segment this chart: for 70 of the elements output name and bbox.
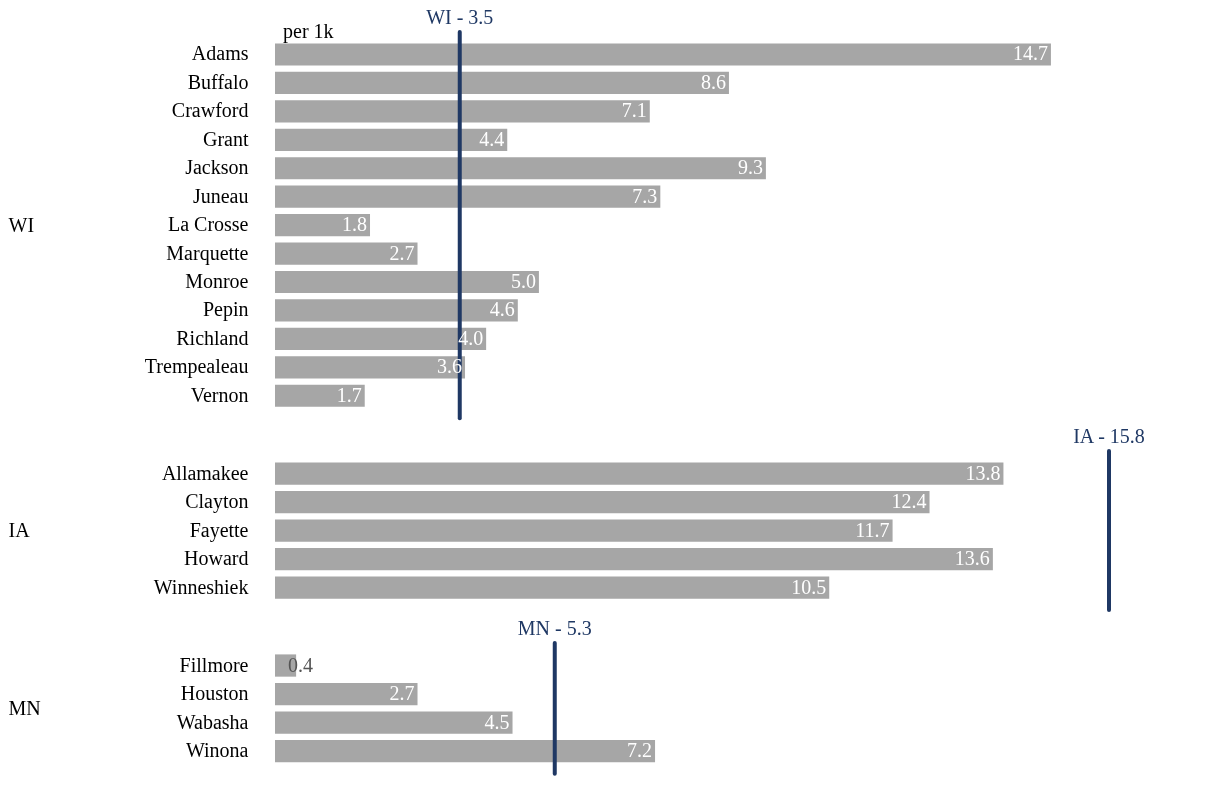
bar (275, 327, 487, 350)
y-tick-label: Juneau (192, 184, 249, 207)
y-tick-label: Winona (185, 739, 249, 762)
y-tick-label: Monroe (185, 270, 249, 292)
data-label: 5.0 (510, 270, 536, 292)
y-tick-label: La Crosse (167, 213, 249, 236)
bar (275, 576, 830, 599)
data-label: 14.7 (1012, 42, 1048, 65)
bar (275, 128, 508, 151)
bar (275, 462, 1004, 485)
data-label: 4.5 (484, 710, 510, 733)
y-tick-label: Wabasha (176, 710, 249, 733)
y-axis-title: WI (8, 213, 35, 236)
y-tick-label: Pepin (202, 298, 249, 322)
bar (275, 384, 365, 407)
data-label: 2.7 (389, 682, 415, 705)
bar (275, 71, 729, 94)
y-tick-label: Adams (191, 42, 249, 65)
data-label: 7.1 (621, 99, 647, 122)
y-tick-label: Clayton (185, 490, 249, 514)
y-tick-label: Fayette (189, 518, 249, 542)
bar (275, 185, 661, 208)
data-label: 1.8 (342, 213, 368, 236)
bar (275, 490, 930, 514)
bar (275, 711, 513, 734)
y-tick-label: Allamakee (161, 461, 249, 484)
y-tick-label: Houston (180, 682, 249, 705)
data-label: 10.5 (791, 575, 827, 598)
bar (275, 242, 418, 265)
data-label: 7.3 (632, 184, 658, 207)
bar (275, 43, 1051, 66)
y-tick-label: Richland (176, 326, 249, 349)
bar (275, 270, 539, 294)
data-label: 13.6 (954, 547, 990, 570)
ref-line-label: WI - 3.5 (426, 6, 494, 28)
data-label: 2.7 (389, 241, 415, 264)
bar (275, 682, 418, 706)
data-label: 1.7 (336, 383, 362, 406)
data-label: 4.6 (489, 298, 515, 321)
data-label: 0.4 (288, 653, 314, 676)
ref-line-label: IA - 15.8 (1073, 425, 1145, 447)
ref-line-label: MN - 5.3 (517, 617, 592, 639)
y-axis-title: MN (8, 696, 41, 719)
y-tick-label: Trempealeau (144, 355, 249, 379)
y-tick-label: Marquette (166, 241, 249, 265)
y-tick-label: Vernon (190, 383, 249, 406)
bar (275, 214, 371, 237)
data-label: 9.3 (737, 156, 763, 179)
y-tick-label: Jackson (185, 156, 249, 179)
data-label: 12.4 (891, 490, 927, 513)
bar (275, 519, 893, 542)
y-tick-label: Winneshiek (153, 575, 249, 598)
data-label: 13.8 (965, 461, 1001, 484)
y-axis-title: IA (8, 519, 31, 542)
y-tick-label: Crawford (171, 99, 249, 122)
bar (275, 100, 650, 123)
bar (275, 157, 766, 180)
data-label: 4.4 (479, 127, 505, 150)
bar (275, 299, 518, 322)
annotation: per 1k (283, 20, 334, 43)
data-label: 7.2 (627, 739, 653, 762)
y-tick-label: Buffalo (187, 70, 249, 93)
y-tick-label: Howard (184, 547, 249, 570)
bar (275, 356, 466, 379)
bar (275, 739, 656, 763)
y-tick-label: Fillmore (179, 653, 249, 676)
y-tick-label: Grant (202, 127, 249, 150)
data-label: 11.7 (855, 518, 890, 541)
bar (275, 547, 993, 571)
data-label: 8.6 (700, 70, 726, 93)
